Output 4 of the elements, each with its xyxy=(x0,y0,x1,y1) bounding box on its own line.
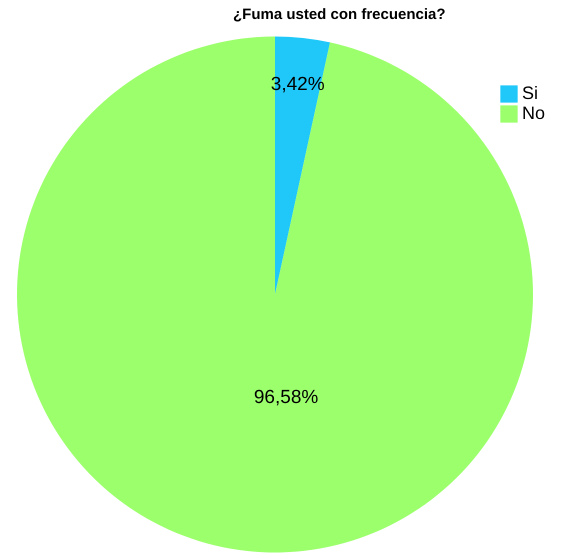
legend-label: No xyxy=(522,103,546,123)
legend-label: Si xyxy=(522,83,538,103)
chart-title: ¿Fuma usted con frecuencia? xyxy=(233,6,446,23)
data-label: 96,58% xyxy=(254,387,318,408)
